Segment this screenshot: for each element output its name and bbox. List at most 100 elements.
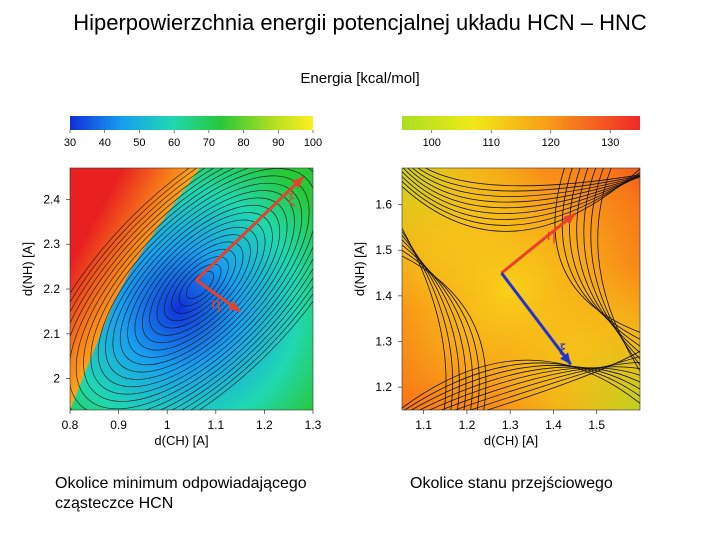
axes-right: 1.1 1.2 1.3 1.4 1.5 1.2 1.3 1.4 1.5 1.6 d(CH) [A] d…	[352, 198, 605, 448]
energy-unit-label: Energia [kcal/mol]	[300, 70, 420, 87]
y-tick-label: 2.2	[43, 282, 60, 296]
contour-line	[127, 212, 273, 358]
page-title: Hiperpowierzchnia energii potencjalnej u…	[73, 10, 647, 35]
colorbar-tick-label: 70	[203, 137, 215, 149]
contour-line	[402, 170, 640, 214]
contour-line	[402, 168, 640, 232]
x-tick-label: 1.5	[588, 418, 605, 432]
contour-line	[70, 168, 313, 410]
colorbar-tick-label: 50	[133, 137, 145, 149]
coordinate-label: η	[211, 296, 220, 313]
contour-line	[469, 356, 640, 410]
coordinate-label: ξ	[288, 191, 295, 208]
axes-left: 0.8 0.9 1 1.1 1.2 1.3 2 2.1 2.2 2.3 2.4 d(CH) [A] d(…	[20, 192, 322, 448]
coordinate-label: η	[547, 227, 556, 244]
x-tick-label: 1.1	[415, 418, 432, 432]
y-tick-label: 1.3	[375, 335, 392, 349]
contour-line	[402, 230, 454, 410]
x-tick-label: 0.9	[110, 418, 127, 432]
y-axis-label: d(NH) [A]	[352, 242, 367, 296]
contour-line	[590, 168, 640, 366]
contour-line	[410, 364, 640, 410]
x-tick-label: 1.3	[305, 418, 322, 432]
contour-line	[402, 239, 467, 410]
x-tick-label: 1	[164, 418, 171, 432]
y-tick-label: 2.4	[43, 192, 60, 206]
coordinate-label: ξ	[559, 342, 566, 359]
figure-canvas: 30 40 50 60 70 80 90 100 100 110 120 130 0.8 0.9 1 1.…	[20, 116, 641, 448]
colorbar-tick-label: 110	[482, 137, 500, 149]
contour-line	[119, 204, 281, 366]
repulsive-wall	[70, 168, 200, 410]
contour-line	[83, 168, 313, 402]
contour-line	[424, 168, 640, 187]
direction-arrow-head	[560, 352, 571, 365]
direction-arrow-head	[291, 176, 304, 189]
contour-line	[112, 197, 288, 373]
contour-line	[171, 256, 229, 314]
contour-line	[402, 244, 474, 410]
y-tick-label: 1.4	[375, 289, 392, 303]
plot-frame-right	[401, 167, 641, 411]
contour-line	[597, 168, 640, 372]
x-tick-label: 0.8	[62, 418, 79, 432]
contour-line	[75, 168, 313, 410]
contour-line	[178, 263, 222, 307]
contour-line	[70, 168, 313, 410]
y-tick-label: 2.1	[43, 327, 60, 341]
contour-line	[417, 168, 640, 192]
colorbar-tick-label: 80	[237, 137, 249, 149]
x-tick-label: 1.4	[545, 418, 562, 432]
contour-line	[561, 168, 640, 340]
direction-arrow-head	[228, 300, 241, 312]
colorbar-right	[402, 116, 640, 130]
caption-left: Okolice minimum odpowiadającego cząstecz…	[55, 475, 307, 512]
contour-line	[402, 174, 640, 220]
contour-line	[149, 234, 251, 336]
contour-line	[418, 366, 640, 410]
contour-line	[402, 255, 487, 410]
contour-line	[583, 168, 640, 360]
x-tick-label: 1.2	[256, 418, 273, 432]
contour-line	[486, 350, 640, 410]
contour-line	[185, 270, 215, 300]
contour-line	[70, 168, 313, 410]
colorbar-tick-label: 120	[542, 137, 560, 149]
colorbar-left-ticks: 30 40 50 60 70 80 90 100	[64, 130, 322, 149]
contour-line	[569, 168, 640, 347]
contour-line	[576, 168, 640, 353]
contour-line	[134, 219, 266, 351]
colorbar-left	[70, 116, 313, 130]
contour-line	[404, 362, 640, 410]
y-axis-label: d(NH) [A]	[20, 242, 35, 296]
y-tick-label: 1.2	[375, 380, 392, 394]
contour-line	[402, 234, 460, 410]
contour-line	[402, 171, 640, 226]
arrows-right: ηξ	[500, 212, 577, 366]
x-tick-label: 1.3	[502, 418, 519, 432]
contour-line	[402, 249, 480, 410]
direction-arrow-head	[563, 213, 576, 225]
contour-line	[141, 226, 259, 344]
direction-arrow-shaft	[500, 272, 572, 366]
x-tick-label: 1.1	[207, 418, 224, 432]
colorbar-tick-label: 30	[64, 137, 76, 149]
colorbar-right-ticks: 100 110 120 130	[423, 130, 619, 149]
x-tick-label: 1.2	[459, 418, 476, 432]
contour-line	[156, 241, 244, 329]
contour-line	[402, 359, 640, 409]
direction-arrow-shaft	[195, 175, 305, 282]
y-tick-label: 2.3	[43, 237, 60, 251]
contour-line	[453, 362, 640, 410]
contour-line	[70, 168, 313, 410]
y-tick-label: 2	[53, 372, 60, 386]
direction-arrow-shaft	[500, 212, 577, 275]
colorbar-tick-label: 100	[304, 137, 322, 149]
arrows-left: ξη	[195, 175, 305, 313]
contour-line	[440, 366, 640, 410]
colorbar-tick-label: 40	[99, 137, 111, 149]
contour-line	[70, 168, 313, 410]
colorbar-tick-label: 100	[423, 137, 441, 149]
y-tick-label: 1.6	[375, 198, 392, 212]
caption-right: Okolice stanu przejściowego	[410, 475, 613, 492]
